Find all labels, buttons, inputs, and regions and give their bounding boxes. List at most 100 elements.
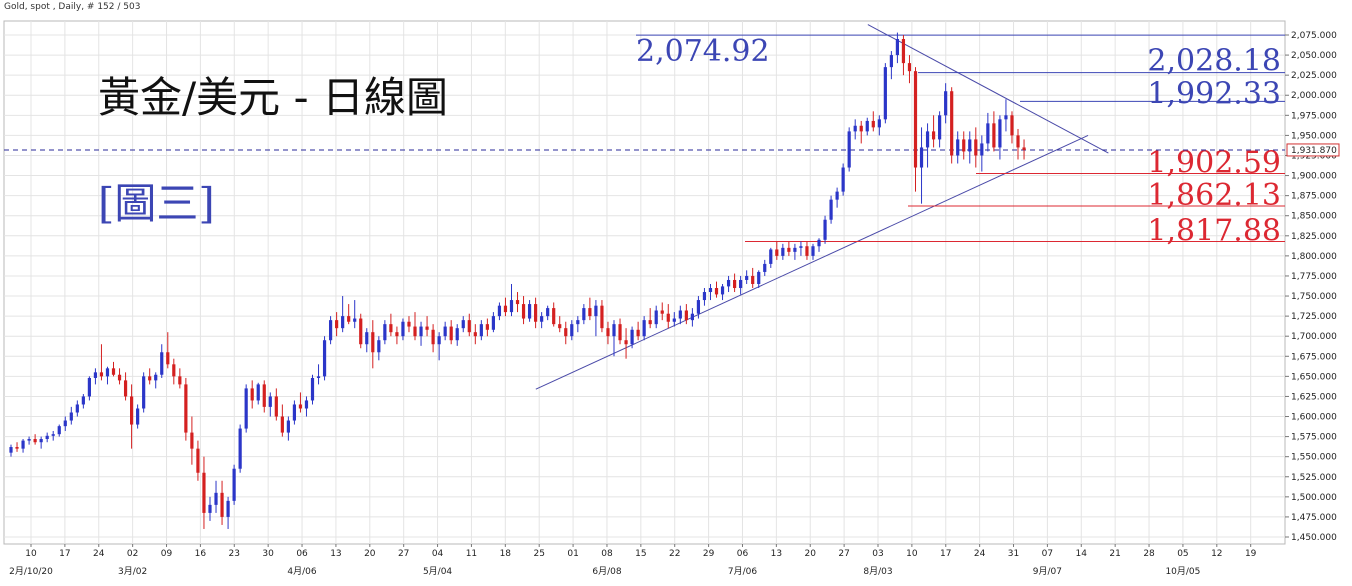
candle-body-89 <box>546 308 550 317</box>
price-level-label-1: 2,028.18 <box>1147 44 1281 79</box>
candle-body-164 <box>998 119 1002 148</box>
candle-body-96 <box>588 308 592 317</box>
candle-body-145 <box>883 67 887 120</box>
candle-body-130 <box>793 247 797 252</box>
candle-body-94 <box>576 320 580 325</box>
candle-body-7 <box>51 434 55 436</box>
y-tick-label-7: 1,625.000 <box>1291 392 1337 402</box>
x-tick-label-29: 31 <box>1008 549 1019 559</box>
candle-body-79 <box>485 324 489 330</box>
candle-body-162 <box>986 123 990 144</box>
candle-body-84 <box>515 300 520 305</box>
candle-body-56 <box>347 316 351 322</box>
x-tick-label-35: 12 <box>1211 549 1222 559</box>
x-month-label-5: 7月/06 <box>728 566 757 577</box>
candle-body-53 <box>328 320 333 341</box>
instrument-label: Gold, spot , Daily, # 152 / 503 <box>4 2 141 12</box>
candle-body-30 <box>190 432 194 449</box>
candle-body-47 <box>292 404 297 421</box>
candle-body-153 <box>931 131 936 140</box>
x-tick-label-26: 10 <box>906 549 918 559</box>
candle-body-26 <box>166 352 170 365</box>
candle-body-83 <box>509 300 514 313</box>
x-month-label-6: 8月/03 <box>863 566 892 577</box>
candle-body-48 <box>298 404 303 409</box>
candle-body-125 <box>763 263 767 272</box>
figure-label: [圖三] <box>98 179 215 228</box>
x-month-label-7: 9月/07 <box>1033 566 1062 577</box>
x-tick-label-30: 07 <box>1042 549 1053 559</box>
price-level-label-3: 1,902.59 <box>1147 145 1281 180</box>
candle-body-121 <box>739 279 743 289</box>
y-tick-label-22: 2,000.000 <box>1291 91 1337 101</box>
candle-body-22 <box>142 376 146 409</box>
candle-body-152 <box>925 131 930 148</box>
y-tick-label-3: 1,525.000 <box>1291 473 1337 483</box>
candle-body-34 <box>214 492 218 505</box>
candle-body-120 <box>733 279 737 289</box>
candle-body-165 <box>1004 115 1008 120</box>
candle-body-146 <box>889 55 893 68</box>
candle-body-70 <box>431 329 435 345</box>
candle-body-44 <box>274 396 278 417</box>
candle-body-161 <box>980 143 984 156</box>
candle-body-98 <box>600 305 604 329</box>
candle-body-158 <box>962 139 966 152</box>
x-tick-label-8: 06 <box>296 549 308 559</box>
price-level-label-0: 2,074.92 <box>636 34 770 69</box>
candle-body-59 <box>365 332 369 345</box>
x-tick-label-13: 11 <box>466 549 477 559</box>
candle-body-28 <box>178 376 182 385</box>
x-tick-label-28: 24 <box>974 549 986 559</box>
x-month-label-2: 4月/06 <box>287 566 316 577</box>
candle-body-58 <box>359 318 363 345</box>
candle-body-25 <box>160 352 164 375</box>
candle-body-136 <box>829 199 833 220</box>
y-tick-label-2: 1,500.000 <box>1291 493 1337 503</box>
candle-body-101 <box>618 324 622 341</box>
candle-body-14 <box>93 372 98 378</box>
candle-body-11 <box>75 404 79 413</box>
candle-body-97 <box>594 305 598 317</box>
candle-body-123 <box>751 275 755 284</box>
candle-body-86 <box>527 304 532 319</box>
x-tick-label-22: 13 <box>771 549 782 559</box>
candle-body-55 <box>341 316 345 329</box>
candle-body-127 <box>775 249 779 256</box>
price-levels: 2,074.92 2,028.181,992.33 1,902.591,862.13… <box>4 34 1285 249</box>
candle-body-139 <box>847 131 851 168</box>
x-tick-label-15: 25 <box>533 549 544 559</box>
y-tick-label-15: 1,825.000 <box>1291 232 1337 242</box>
candle-body-90 <box>552 308 556 325</box>
candle-body-39 <box>244 388 248 429</box>
candle-body-112 <box>684 310 688 321</box>
candle-body-29 <box>184 384 188 433</box>
x-month-label-1: 3月/02 <box>118 566 147 577</box>
candle-body-3 <box>27 439 31 441</box>
candle-body-168 <box>1022 147 1026 150</box>
candle-body-113 <box>690 313 694 321</box>
candle-body-166 <box>1010 115 1014 136</box>
candle-body-87 <box>534 304 538 322</box>
candle-body-105 <box>642 320 646 337</box>
candle-body-64 <box>395 332 399 337</box>
x-tick-label-23: 20 <box>805 549 817 559</box>
x-tick-label-4: 09 <box>161 549 173 559</box>
candle-body-149 <box>907 63 912 72</box>
candle-body-57 <box>353 318 357 322</box>
candle-body-147 <box>895 39 900 56</box>
trendline-1 <box>867 24 1109 154</box>
candle-body-32 <box>202 472 206 513</box>
candle-body-115 <box>702 292 707 301</box>
candle-body-154 <box>938 115 942 140</box>
candle-body-137 <box>835 191 839 200</box>
candle-body-99 <box>606 328 610 337</box>
price-level-label-4: 1,862.13 <box>1147 178 1281 213</box>
x-tick-label-7: 30 <box>262 549 274 559</box>
y-tick-label-9: 1,675.000 <box>1291 352 1337 362</box>
x-tick-label-18: 15 <box>635 549 646 559</box>
x-month-label-3: 5月/04 <box>423 566 452 577</box>
y-tick-label-17: 1,875.000 <box>1291 192 1337 202</box>
candle-body-60 <box>371 332 375 353</box>
